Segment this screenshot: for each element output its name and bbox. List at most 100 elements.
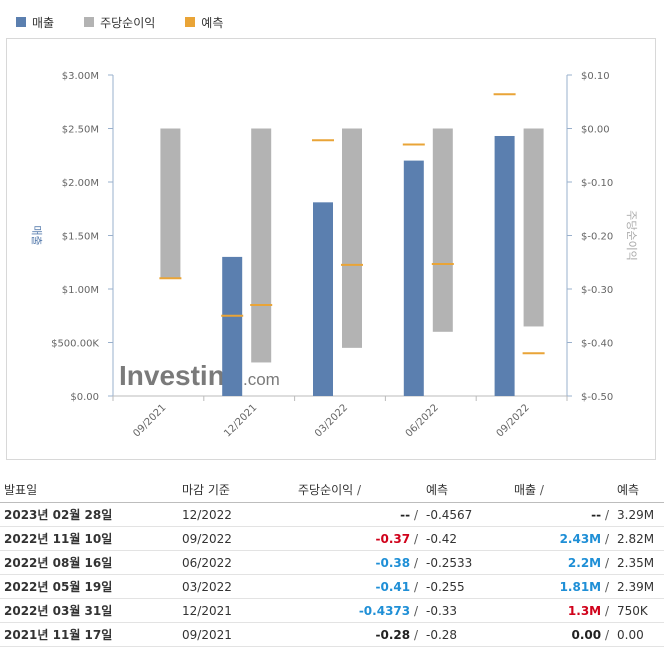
- right-tick-label: $0.00: [581, 125, 610, 136]
- revenue-value: 2.2M: [567, 555, 602, 570]
- revenue-sep: /: [604, 627, 609, 642]
- cell-period: 12/2022: [178, 502, 294, 527]
- cell-revenue: 0.00 /: [510, 622, 613, 647]
- cell-eps-forecast: -0.28: [422, 622, 510, 647]
- legend-label-forecast: 예측: [201, 15, 224, 30]
- cell-eps: -0.38 /: [294, 550, 422, 575]
- table-row: 2022년 08월 16일 06/2022 -0.38 /-0.2533 2.2M /…: [0, 550, 664, 575]
- watermark-dotcom: .com: [243, 370, 280, 389]
- cell-revenue-forecast: 2.35M: [613, 550, 664, 575]
- table-row: 2023년 02월 28일 12/2022 -- / -0.4567 -- /3.29M: [0, 502, 664, 527]
- revenue-sep: /: [604, 579, 609, 594]
- cell-eps-forecast: -0.42: [422, 526, 510, 551]
- table-row: 2022년 05월 19일 03/2022 -0.41 /-0.255 1.81M /…: [0, 574, 664, 599]
- x-tick-label: 09/2021: [131, 402, 168, 439]
- cell-revenue: 1.3M /: [510, 598, 613, 623]
- right-tick-label: $-0.30: [581, 285, 613, 296]
- cell-eps-forecast: -0.4567: [422, 502, 510, 527]
- x-tick-label: 06/2022: [404, 402, 441, 439]
- eps-header-sep: /: [357, 483, 362, 497]
- eps-bar: [160, 128, 181, 279]
- eps-value: --: [400, 507, 411, 522]
- cell-date: 2022년 05월 19일: [0, 574, 178, 599]
- revenue-sep: /: [604, 603, 609, 618]
- eps-header-label: 주당순이익: [298, 483, 354, 497]
- cell-revenue: 1.81M /: [510, 574, 613, 599]
- revenue-value: 0.00: [571, 627, 602, 642]
- left-tick-label: $1.50M: [62, 232, 99, 243]
- col-revenue-forecast-header[interactable]: 예측: [613, 477, 664, 503]
- left-axis-title: 매출: [30, 225, 43, 245]
- revenue-header-label: 매출: [514, 483, 537, 497]
- cell-period: 12/2021: [178, 598, 294, 623]
- eps-value: -0.38: [375, 555, 411, 570]
- right-tick-label: $0.10: [581, 71, 610, 82]
- cell-revenue-forecast: 0.00: [613, 622, 664, 647]
- revenue-value: --: [591, 507, 602, 522]
- col-eps-header[interactable]: 주당순이익 /: [294, 477, 422, 503]
- revenue-bar: [494, 135, 515, 396]
- revenue-bar: [313, 202, 333, 396]
- cell-date: 2021년 11월 17일: [0, 622, 178, 647]
- cell-eps: -0.4373 /: [294, 598, 422, 623]
- left-tick-label: $3.00M: [62, 71, 99, 82]
- cell-date: 2022년 03월 31일: [0, 598, 178, 623]
- eps-bar: [342, 128, 362, 348]
- left-tick-label: $0.00: [70, 392, 99, 403]
- cell-date: 2023년 02월 28일: [0, 502, 178, 527]
- legend-swatch-revenue: [16, 17, 26, 27]
- cell-eps: -0.28 /: [294, 622, 422, 647]
- legend-swatch-eps: [84, 17, 95, 27]
- cell-period: 09/2022: [178, 526, 294, 551]
- right-axis-title: 주당순이익: [625, 210, 638, 261]
- revenue-header-sep: /: [539, 483, 544, 497]
- cell-revenue: 2.2M /: [510, 550, 613, 575]
- eps-bar: [432, 128, 453, 332]
- watermark-investing: Investing: [119, 360, 242, 391]
- eps-bar: [251, 128, 272, 363]
- eps-value: -0.37: [375, 531, 411, 546]
- col-revenue-header[interactable]: 매출 /: [510, 477, 613, 503]
- eps-sep: /: [413, 603, 418, 618]
- eps-sep: /: [413, 531, 418, 546]
- cell-eps-forecast: -0.2533: [422, 550, 510, 575]
- x-tick-label: 12/2021: [222, 402, 259, 439]
- left-tick-label: $2.50M: [62, 125, 99, 136]
- cell-revenue: 2.43M /: [510, 526, 613, 551]
- cell-period: 03/2022: [178, 574, 294, 599]
- legend-item-eps[interactable]: 주당순이익: [84, 14, 155, 31]
- col-eps-forecast-header[interactable]: 예측: [422, 477, 510, 503]
- chart-legend: 매출 주당순이익 예측: [16, 10, 253, 34]
- cell-eps: -0.41 /: [294, 574, 422, 599]
- legend-label-revenue: 매출: [32, 15, 55, 30]
- cell-period: 06/2022: [178, 550, 294, 575]
- cell-eps-forecast: -0.255: [422, 574, 510, 599]
- right-tick-label: $-0.50: [581, 392, 613, 403]
- table-row: 2022년 03월 31일 12/2021 -0.4373 /-0.33 1.3M /…: [0, 598, 664, 623]
- col-date-header[interactable]: 발표일: [0, 477, 178, 503]
- col-period-header[interactable]: 마감 기준: [178, 477, 294, 503]
- eps-sep: /: [413, 627, 418, 642]
- revenue-value: 1.3M: [567, 603, 602, 618]
- eps-bar: [523, 128, 544, 327]
- cell-date: 2022년 11월 10일: [0, 526, 178, 551]
- cell-revenue: -- /: [510, 502, 613, 527]
- chart-svg: $3.00M $2.50M $2.00M $1.50M $1.00M $500.00K $0…: [30, 71, 638, 439]
- table-row: 2021년 11월 17일 09/2021 -0.28 /-0.28 0.00 /0.…: [0, 622, 664, 647]
- eps-value: -0.4373: [358, 603, 411, 618]
- eps-value: -0.41: [375, 579, 411, 594]
- cell-revenue-forecast: 2.82M: [613, 526, 664, 551]
- table-row: 2022년 11월 10일 09/2022 -0.37 / -0.42 2.43M /2…: [0, 526, 664, 551]
- revenue-sep: /: [604, 531, 609, 546]
- x-tick-label: 03/2022: [313, 402, 350, 439]
- eps-sep: /: [413, 579, 418, 594]
- right-tick-label: $-0.40: [581, 339, 613, 350]
- cell-eps: -- /: [294, 502, 422, 527]
- x-tick-label: 09/2022: [495, 402, 532, 439]
- legend-item-revenue[interactable]: 매출: [16, 14, 54, 31]
- left-tick-label: $2.00M: [62, 178, 99, 189]
- legend-item-forecast[interactable]: 예측: [185, 14, 223, 31]
- cell-revenue-forecast: 3.29M: [613, 502, 664, 527]
- cell-eps-forecast: -0.33: [422, 598, 510, 623]
- legend-swatch-forecast: [185, 17, 196, 27]
